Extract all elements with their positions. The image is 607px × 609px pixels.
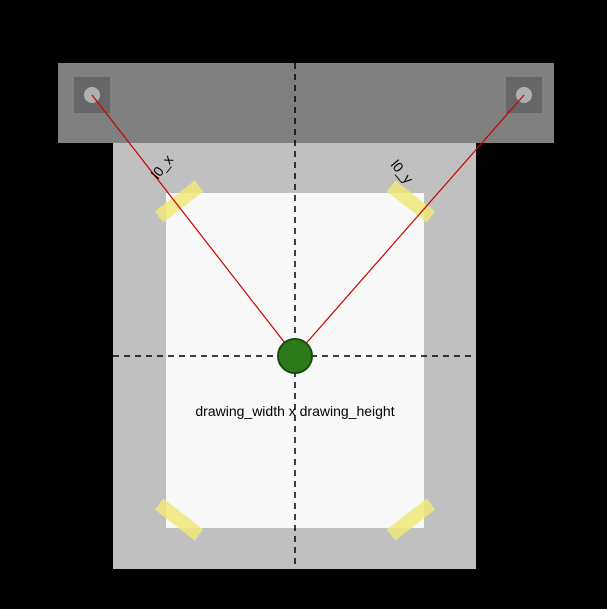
diagram-canvas: l0_x l0_y drawing_width x drawing_height [0,0,607,609]
top-bar [58,63,554,143]
gondola-icon [278,339,312,373]
label-dimensions: drawing_width x drawing_height [195,403,394,419]
